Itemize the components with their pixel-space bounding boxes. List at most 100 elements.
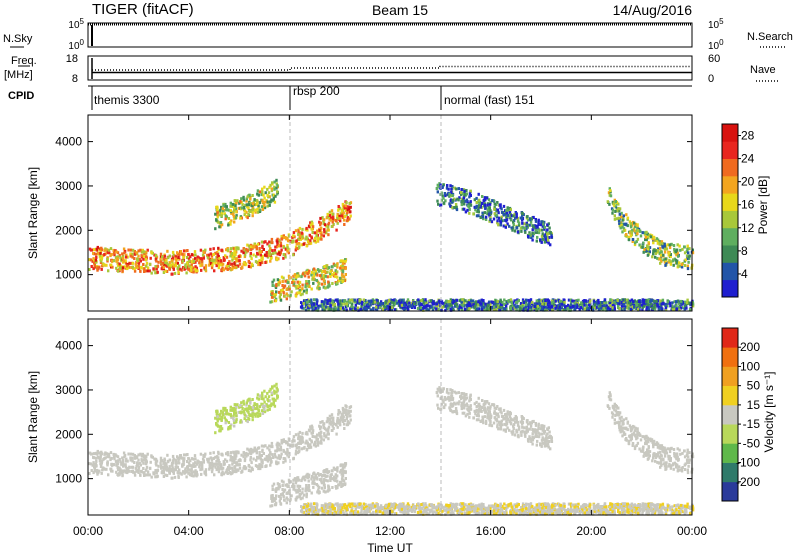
power-cell (199, 248, 203, 252)
velocity-cell (309, 445, 313, 449)
power-cell (297, 233, 300, 237)
power-cell (224, 217, 227, 221)
power-cell (516, 304, 519, 308)
power-cell (98, 265, 101, 269)
power-cell (527, 298, 530, 302)
power-cell (652, 299, 656, 303)
power-cell (408, 304, 411, 308)
velocity-cell (294, 481, 298, 485)
nave-tick-top: 60 (708, 53, 720, 65)
velocity-cell (215, 468, 218, 472)
power-cell (602, 306, 605, 310)
velocity-cell (347, 409, 350, 413)
velocity-cell (93, 468, 96, 472)
power-cell (131, 265, 134, 269)
velocity-cell (275, 461, 279, 465)
velocity-cell (192, 457, 195, 461)
velocity-cell (245, 403, 248, 407)
power-cell (652, 237, 655, 241)
velocity-cell (185, 475, 188, 479)
power-cell (150, 271, 153, 275)
power-cell (141, 248, 144, 252)
power-cell (691, 248, 694, 252)
power-cell (468, 192, 472, 196)
power-cell (299, 288, 303, 292)
power-cell (461, 207, 464, 211)
velocity-cell (257, 397, 260, 401)
power-cell (275, 290, 278, 294)
power-cell (686, 247, 689, 251)
power-cell (246, 249, 249, 253)
power-cell (330, 212, 333, 216)
power-cell (489, 216, 492, 220)
power-cell (630, 230, 633, 234)
power-cell (669, 304, 672, 308)
power-cell (481, 195, 484, 198)
power-cell (305, 244, 308, 248)
power-cell (539, 306, 542, 310)
velocity-cell (96, 472, 99, 476)
velocity-cell (115, 463, 118, 467)
power-cell (523, 222, 526, 226)
power-cell (485, 196, 489, 200)
power-cell (496, 300, 499, 303)
velocity-cell (226, 472, 229, 475)
power-cell (649, 300, 652, 303)
velocity-cell (331, 416, 335, 420)
velocity-cell (190, 472, 193, 476)
power-cell (622, 214, 625, 218)
power-cell (116, 255, 120, 259)
power-cell (238, 259, 241, 263)
power-cell (525, 298, 528, 302)
power-cell (365, 306, 368, 310)
velocity-cell (273, 391, 276, 395)
velocity-cell (210, 463, 213, 466)
velocity-cell (206, 457, 209, 461)
power-cell (275, 245, 278, 249)
power-cell (549, 231, 552, 234)
power-cell (608, 187, 611, 191)
power-cell (638, 303, 642, 306)
power-cell (152, 267, 155, 271)
power-cell (455, 298, 459, 302)
velocity-cell (346, 412, 349, 416)
power-cell (251, 203, 254, 207)
power-cell (242, 206, 246, 209)
power-cell (507, 299, 510, 303)
power-cell (280, 234, 283, 238)
velocity-cell (229, 458, 232, 462)
power-cell (301, 302, 304, 306)
velocity-cell (271, 445, 274, 449)
power-cell (174, 261, 177, 265)
power-cell (258, 251, 262, 254)
power-cell (547, 241, 550, 245)
power-cell (449, 194, 453, 198)
velocity-cell (249, 401, 252, 405)
power-cell (275, 178, 278, 182)
power-cell (179, 250, 182, 253)
velocity-cell (214, 455, 217, 459)
velocity-cell (195, 470, 198, 474)
power-cell (261, 190, 264, 194)
power-cell (609, 189, 612, 193)
power-cell (176, 251, 179, 255)
power-cell (316, 239, 319, 243)
power-cell (312, 302, 315, 306)
power-cell (92, 251, 95, 255)
power-cell (540, 228, 544, 232)
power-cell (665, 261, 668, 265)
velocity-cell (295, 443, 298, 447)
power-cell (386, 304, 389, 308)
power-cell (209, 247, 212, 251)
power-cell (558, 307, 562, 311)
power-cell (319, 304, 322, 308)
power-cell (464, 210, 468, 214)
power-cell (271, 290, 274, 293)
power-cell (346, 304, 349, 308)
power-cell (343, 261, 346, 265)
power-cell (337, 205, 340, 208)
velocity-cell (341, 406, 345, 410)
power-cell (133, 267, 136, 271)
power-cell (408, 301, 411, 305)
velocity-cell (194, 461, 197, 465)
